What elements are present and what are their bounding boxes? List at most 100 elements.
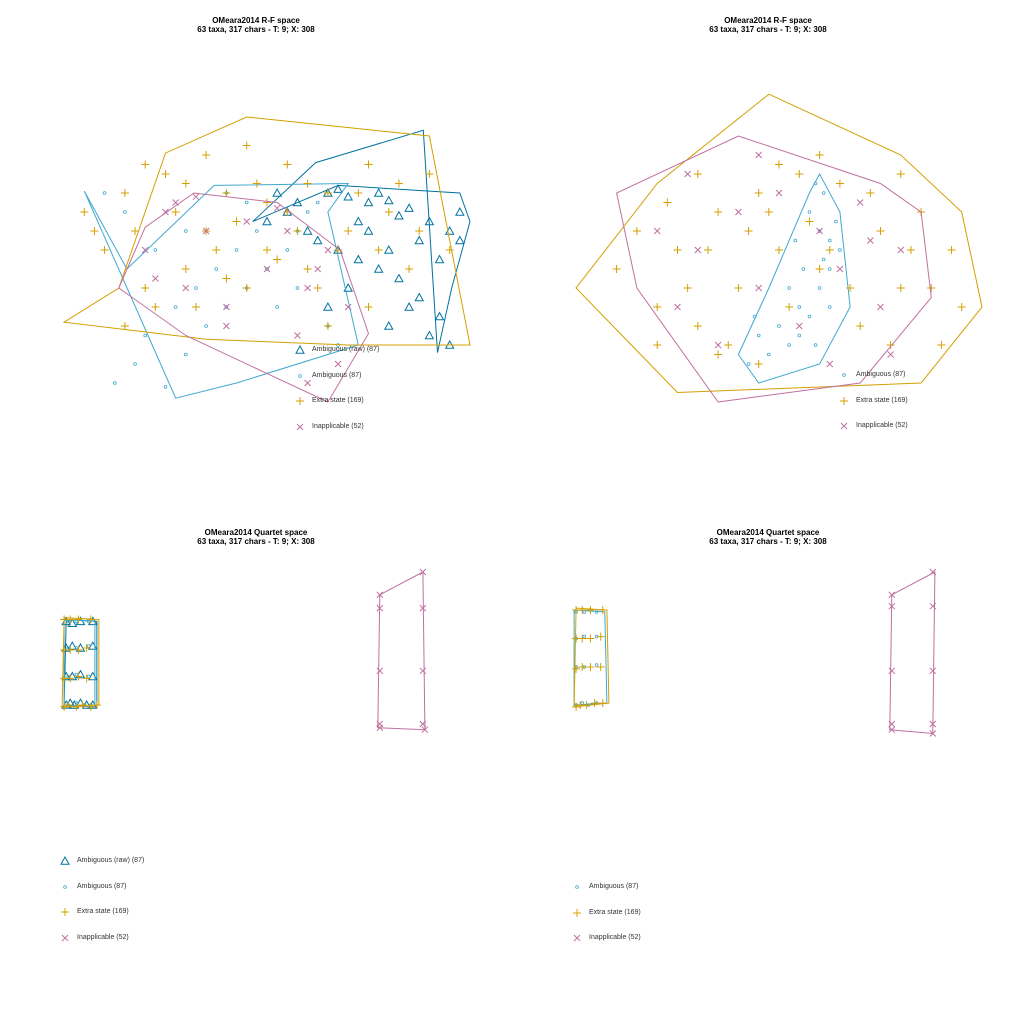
data-point-ambiguous_raw [424, 216, 435, 226]
data-point-extra_state [222, 274, 231, 283]
data-point-inapplicable [816, 227, 823, 235]
data-point-ambiguous [194, 286, 198, 290]
data-point-extra_state [764, 208, 773, 216]
data-point-ambiguous [807, 210, 812, 214]
data-point-extra_state [120, 189, 129, 197]
convex-hull-ambiguous_raw [63, 618, 98, 708]
data-point-inapplicable [929, 720, 937, 728]
data-point-ambiguous_raw [455, 235, 465, 245]
data-point-inapplicable [888, 726, 896, 734]
data-point-extra_state [78, 701, 87, 709]
data-point-ambiguous_raw [292, 197, 303, 207]
data-point-extra_state [131, 227, 140, 235]
data-point-inapplicable [836, 265, 844, 273]
series-ambiguous_raw [252, 129, 471, 353]
data-point-extra_state [252, 179, 261, 188]
data-point-extra_state [74, 615, 83, 624]
data-point-ambiguous [787, 343, 791, 347]
data-point-extra_state [60, 702, 69, 711]
data-point-extra_state [825, 246, 834, 254]
data-point-inapplicable [897, 246, 905, 254]
plot-title: OMeara2014 Quartet space [716, 528, 820, 537]
convex-hull-ambiguous [63, 618, 96, 708]
data-point-inapplicable [714, 341, 722, 349]
cross-marker-icon [573, 934, 581, 942]
data-point-ambiguous [102, 191, 107, 195]
data-point-inapplicable [877, 303, 884, 311]
data-point-ambiguous [767, 352, 771, 357]
data-point-extra_state [795, 170, 804, 178]
plot-title: OMeara2014 R-F space [212, 16, 300, 25]
plot-area [572, 568, 937, 737]
data-point-extra_state [846, 284, 855, 292]
data-point-ambiguous [746, 362, 751, 366]
data-point-extra_state [578, 634, 587, 643]
data-point-ambiguous [797, 305, 802, 309]
data-point-extra_state [74, 645, 83, 654]
data-point-ambiguous [173, 305, 178, 309]
data-point-ambiguous_raw [363, 197, 374, 207]
diamond-marker-icon [842, 373, 846, 377]
plot-panel-quartet-2: OMeara2014 Quartet space 63 taxa, 317 ch… [512, 512, 1024, 1024]
series-ambiguous_raw [61, 616, 98, 709]
data-point-extra_state [323, 322, 332, 330]
data-point-extra_state [293, 227, 302, 235]
series-ambiguous [83, 182, 359, 399]
data-point-inapplicable [263, 265, 271, 273]
data-point-inapplicable [141, 246, 149, 254]
data-point-inapplicable [419, 604, 427, 612]
data-point-ambiguous_raw [414, 235, 425, 245]
data-point-ambiguous [801, 267, 806, 271]
data-point-inapplicable [755, 151, 763, 159]
data-point-inapplicable [888, 602, 896, 610]
series-extra_state [575, 93, 983, 394]
data-point-extra_state [323, 189, 332, 197]
data-point-extra_state [263, 246, 271, 254]
data-point-extra_state [181, 179, 190, 188]
convex-hull-ambiguous [573, 609, 608, 706]
data-point-extra_state [86, 615, 95, 624]
series-ambiguous [63, 618, 96, 708]
data-point-inapplicable [735, 208, 742, 216]
plot-panel-rf-2: OMeara2014 R-F space 63 taxa, 317 chars … [512, 0, 1024, 512]
data-point-extra_state [141, 284, 150, 292]
data-point-extra_state [572, 664, 581, 673]
data-point-extra_state [80, 208, 89, 216]
data-point-extra_state [141, 160, 150, 169]
plot-area [60, 568, 429, 734]
data-point-ambiguous [184, 352, 188, 357]
legend-label: Extra state (169) [77, 908, 129, 915]
convex-hull-extra_state [61, 617, 100, 708]
cross-marker-icon [840, 422, 848, 430]
data-point-extra_state [683, 284, 692, 292]
data-point-extra_state [120, 322, 129, 330]
diamond-marker-icon [63, 884, 67, 889]
data-point-ambiguous_raw [333, 184, 343, 193]
data-point-extra_state [263, 198, 271, 207]
data-point-inapplicable [151, 275, 159, 282]
data-point-extra_state [384, 208, 393, 216]
data-point-ambiguous [817, 286, 822, 290]
data-point-ambiguous [821, 257, 826, 262]
data-point-inapplicable [314, 265, 322, 273]
legend-label: Extra state (169) [589, 908, 641, 916]
plot-panel-rf-1: OMeara2014 R-F space 63 taxa, 317 chars … [0, 0, 512, 512]
data-point-ambiguous [827, 238, 832, 243]
data-point-extra_state [171, 208, 180, 216]
data-point-extra_state [64, 701, 73, 709]
convex-hull-inapplicable [118, 192, 370, 403]
convex-hull-inapplicable [889, 571, 936, 735]
data-point-inapplicable [929, 568, 937, 576]
data-point-extra_state [394, 179, 403, 188]
legend-label: Inapplicable (52) [856, 422, 908, 429]
data-point-extra_state [151, 303, 160, 311]
data-point-ambiguous [834, 219, 838, 224]
data-point-extra_state [86, 702, 95, 711]
data-point-ambiguous [594, 610, 599, 614]
legend-label: Extra state (169) [312, 397, 364, 404]
plot-title-block: OMeara2014 Quartet space 63 taxa, 317 ch… [512, 528, 1024, 546]
plot-subtitle: 63 taxa, 317 chars - T: 9; X: 308 [709, 537, 827, 546]
data-point-ambiguous_raw [312, 235, 323, 245]
data-point-ambiguous [214, 267, 219, 271]
legend-label: Inapplicable (52) [77, 933, 129, 941]
